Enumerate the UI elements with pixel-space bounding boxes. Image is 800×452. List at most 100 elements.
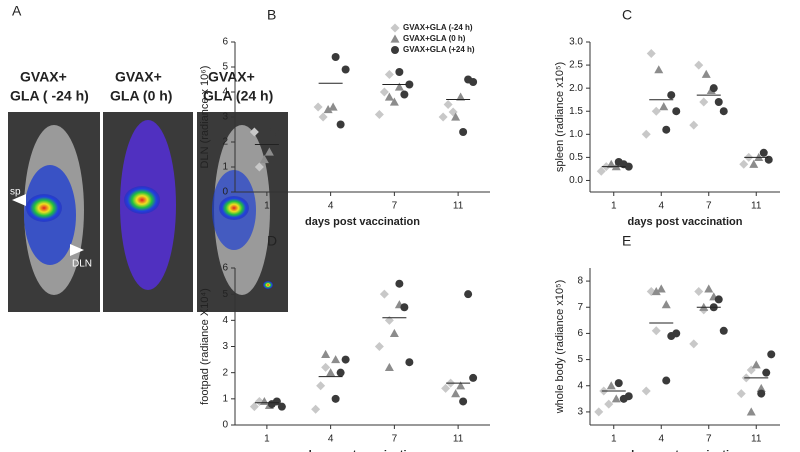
point xyxy=(389,97,399,106)
y-axis-label: DLN (radiance x 10⁶) xyxy=(199,66,211,169)
x-axis-label: days post vaccination xyxy=(305,216,420,228)
point xyxy=(400,90,409,99)
x-tick-label: 1 xyxy=(264,201,270,212)
panel-label: E xyxy=(622,233,631,249)
point xyxy=(596,166,606,176)
point xyxy=(714,98,723,106)
y-tick-label: 6 xyxy=(577,328,583,339)
point xyxy=(739,159,749,169)
point xyxy=(606,381,616,390)
point xyxy=(264,147,274,156)
y-tick-label: 1 xyxy=(222,393,228,404)
point xyxy=(662,376,671,385)
point xyxy=(391,46,399,54)
signal xyxy=(263,281,273,289)
point xyxy=(395,68,404,76)
mouse-images xyxy=(8,112,288,312)
point xyxy=(270,125,279,134)
point xyxy=(438,112,448,122)
point xyxy=(672,107,681,116)
y-tick-label: 1 xyxy=(222,162,228,173)
y-tick-label: 2.0 xyxy=(569,83,583,94)
point xyxy=(389,328,399,338)
x-axis-label: days post vaccination xyxy=(628,449,743,452)
x-tick-label: 4 xyxy=(328,201,334,212)
point xyxy=(656,284,666,293)
y-tick-label: 3 xyxy=(222,341,228,352)
signal xyxy=(219,196,249,220)
point xyxy=(714,295,723,304)
point xyxy=(259,155,269,164)
y-tick-label: 1.0 xyxy=(569,129,583,140)
y-tick-label: 7 xyxy=(577,302,583,313)
point xyxy=(469,373,478,382)
point xyxy=(384,70,394,79)
point xyxy=(704,284,714,293)
point xyxy=(699,97,709,107)
point xyxy=(384,362,394,372)
point xyxy=(757,389,766,398)
point xyxy=(318,112,328,122)
point xyxy=(316,381,326,391)
point xyxy=(400,303,409,312)
point xyxy=(249,127,259,137)
panel-label: D xyxy=(267,233,277,249)
point xyxy=(405,358,414,367)
point xyxy=(614,379,623,388)
point xyxy=(624,392,633,401)
x-tick-label: 7 xyxy=(392,434,398,445)
point xyxy=(762,368,771,377)
x-axis-label: days post vaccination xyxy=(305,449,420,452)
point xyxy=(321,349,331,358)
point xyxy=(654,65,664,74)
y-tick-label: 3.0 xyxy=(569,37,583,48)
x-tick-label: 4 xyxy=(658,201,664,212)
x-tick-label: 7 xyxy=(706,434,712,445)
point xyxy=(464,290,473,299)
image-title: GVAX+ xyxy=(115,69,162,85)
legend-label: GVAX+GLA (0 h) xyxy=(403,34,466,43)
point xyxy=(667,91,676,100)
point xyxy=(651,326,661,336)
arrow xyxy=(12,194,26,206)
panel-label: B xyxy=(267,7,276,23)
y-tick-label: 0.0 xyxy=(569,175,583,186)
point xyxy=(672,329,681,338)
point xyxy=(331,394,340,403)
y-tick-label: 4 xyxy=(222,315,228,326)
point xyxy=(331,355,341,364)
point xyxy=(719,326,728,335)
image-title: GVAX+ xyxy=(208,69,255,85)
y-tick-label: 6 xyxy=(222,37,228,48)
point xyxy=(451,112,461,121)
point xyxy=(746,407,756,416)
point xyxy=(328,102,338,111)
y-tick-label: 6 xyxy=(222,263,228,274)
point xyxy=(379,289,389,299)
point xyxy=(336,120,345,129)
point xyxy=(390,23,400,33)
panel-label: C xyxy=(622,7,632,23)
x-tick-label: 11 xyxy=(751,434,762,445)
point xyxy=(379,87,389,97)
point xyxy=(694,287,704,297)
image-title: GLA ( -24 h) xyxy=(10,88,89,104)
legend-label: GVAX+GLA (+24 h) xyxy=(403,45,475,54)
y-tick-label: 3 xyxy=(577,407,583,418)
image-title: GLA (24 h) xyxy=(203,88,273,104)
point xyxy=(254,162,264,172)
point xyxy=(456,92,466,101)
point xyxy=(701,69,711,78)
point xyxy=(469,78,478,86)
point xyxy=(719,107,728,116)
marker-label: DLN xyxy=(72,259,92,270)
point xyxy=(441,383,451,393)
x-axis-label: days post vaccination xyxy=(628,216,743,228)
point xyxy=(456,381,466,390)
x-tick-label: 11 xyxy=(453,434,464,445)
point xyxy=(751,360,761,369)
point xyxy=(661,300,671,309)
point xyxy=(443,100,453,109)
y-tick-label: 1.5 xyxy=(569,106,583,117)
point xyxy=(594,407,604,417)
